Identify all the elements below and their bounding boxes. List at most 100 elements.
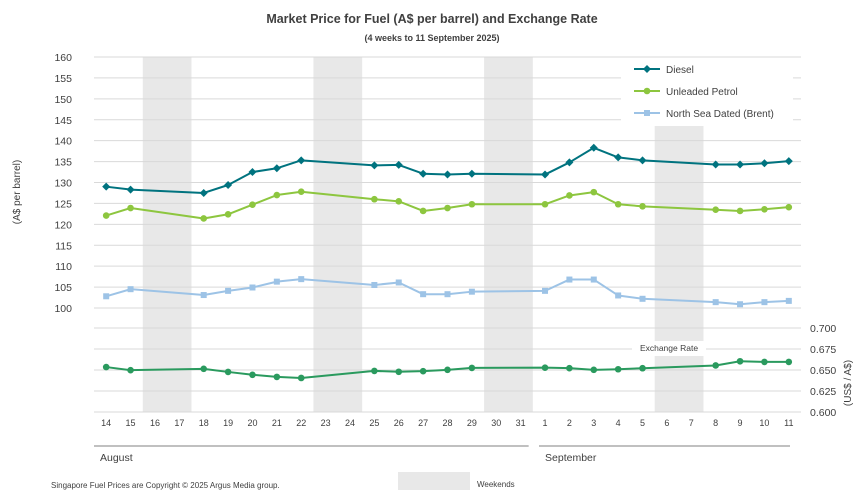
data-point: [200, 365, 208, 373]
data-point: [444, 204, 451, 212]
y2-tick-label: 0.700: [810, 323, 836, 335]
month-labels: August September: [94, 445, 790, 464]
y-tick-label: 120: [54, 219, 72, 231]
exchange-rate-label: Exchange Rate: [640, 343, 698, 353]
y2-axis-ticks: 0.600 0.625 0.650 0.675 0.700: [810, 323, 836, 419]
data-point: [541, 200, 549, 208]
data-point: [371, 367, 378, 375]
x-tick-label: 6: [664, 418, 669, 428]
x-tick-label: 7: [689, 418, 694, 428]
series-exchange-rate: [102, 357, 793, 382]
data-point: [419, 367, 427, 375]
y2-tick-label: 0.625: [810, 386, 836, 398]
data-point: [736, 357, 744, 365]
data-point: [102, 212, 110, 219]
data-point: [273, 373, 281, 381]
y2-tick-label: 0.675: [810, 344, 836, 356]
data-point: [297, 156, 306, 165]
weekend-bands: [142, 57, 704, 412]
series-lines: [102, 143, 793, 382]
x-tick-label: 3: [591, 418, 596, 428]
data-point: [566, 192, 573, 199]
chart-title: Market Price for Fuel (A$ per barrel) an…: [266, 12, 597, 26]
data-point: [272, 164, 281, 173]
x-tick-label: 20: [247, 418, 257, 428]
data-point: [249, 371, 256, 379]
x-tick-label: 8: [713, 418, 718, 428]
data-point: [711, 160, 720, 169]
data-point: [614, 200, 622, 208]
x-tick-label: 24: [345, 418, 355, 428]
weekend-legend-swatch: [398, 472, 470, 490]
exchange-rate-label-bg: [632, 341, 706, 354]
data-point: [199, 188, 208, 197]
x-tick-label: 19: [223, 418, 233, 428]
y-axis-ticks: 100 105 110 115 120 125 130 135 140 145 150 155 160: [54, 52, 72, 315]
y-axis-label: (A$ per barrel): [12, 160, 23, 224]
x-tick-label: 2: [567, 418, 572, 428]
data-point: [103, 293, 110, 300]
data-point: [249, 201, 256, 208]
data-point: [639, 203, 646, 210]
data-point: [200, 292, 207, 299]
x-tick-label: 14: [101, 418, 111, 428]
data-point: [615, 292, 622, 299]
y-tick-label: 130: [54, 178, 72, 190]
data-point: [419, 207, 427, 215]
weekend-band: [142, 57, 192, 341]
data-point: [785, 297, 792, 304]
data-point: [297, 374, 305, 382]
data-point: [566, 276, 573, 283]
data-point: [614, 365, 622, 373]
y2-tick-label: 0.650: [810, 365, 836, 377]
weekend-band: [484, 356, 533, 412]
y-tick-label: 125: [54, 198, 72, 210]
series-diesel: [102, 143, 793, 197]
data-point: [200, 215, 208, 222]
data-point: [590, 366, 598, 374]
y2-axis-label: (US$ / A$): [843, 360, 854, 406]
data-point: [541, 170, 550, 179]
data-point: [127, 366, 134, 374]
data-point: [249, 284, 256, 291]
data-point: [736, 207, 744, 215]
data-point: [224, 181, 233, 190]
legend-marker: [644, 110, 650, 116]
data-point: [248, 168, 257, 177]
x-tick-label: 9: [738, 418, 743, 428]
y-tick-label: 105: [54, 282, 72, 294]
data-point: [590, 276, 597, 283]
y2-tick-label: 0.600: [810, 407, 836, 419]
chart-subtitle: (4 weeks to 11 September 2025): [364, 33, 499, 43]
y-tick-label: 110: [55, 261, 72, 273]
copyright-footer: Singapore Fuel Prices are Copyright © 20…: [51, 481, 280, 490]
x-tick-label: 4: [616, 418, 621, 428]
data-point: [420, 291, 427, 298]
legend-label: North Sea Dated (Brent): [666, 109, 774, 120]
data-point: [639, 295, 646, 302]
weekend-band: [654, 356, 704, 412]
data-point: [468, 364, 476, 372]
x-tick-label: 17: [174, 418, 184, 428]
x-tick-label: 30: [491, 418, 501, 428]
data-point: [273, 278, 280, 285]
data-point: [443, 170, 452, 179]
data-point: [395, 368, 403, 376]
weekend-band: [484, 57, 533, 341]
legend-marker: [643, 87, 651, 95]
x-tick-label: 1: [543, 418, 548, 428]
y-tick-label: 115: [55, 240, 72, 252]
weekend-band: [654, 123, 704, 341]
x-tick-label: 15: [126, 418, 136, 428]
data-point: [760, 159, 769, 168]
data-point: [542, 287, 549, 294]
x-tick-label: 10: [759, 418, 769, 428]
data-point: [102, 363, 110, 371]
gridlines: [94, 56, 801, 413]
x-tick-label: 23: [321, 418, 331, 428]
data-point: [467, 169, 476, 178]
data-point: [127, 204, 134, 212]
data-point: [371, 195, 378, 203]
weekend-legend-label: Weekends: [477, 480, 515, 489]
